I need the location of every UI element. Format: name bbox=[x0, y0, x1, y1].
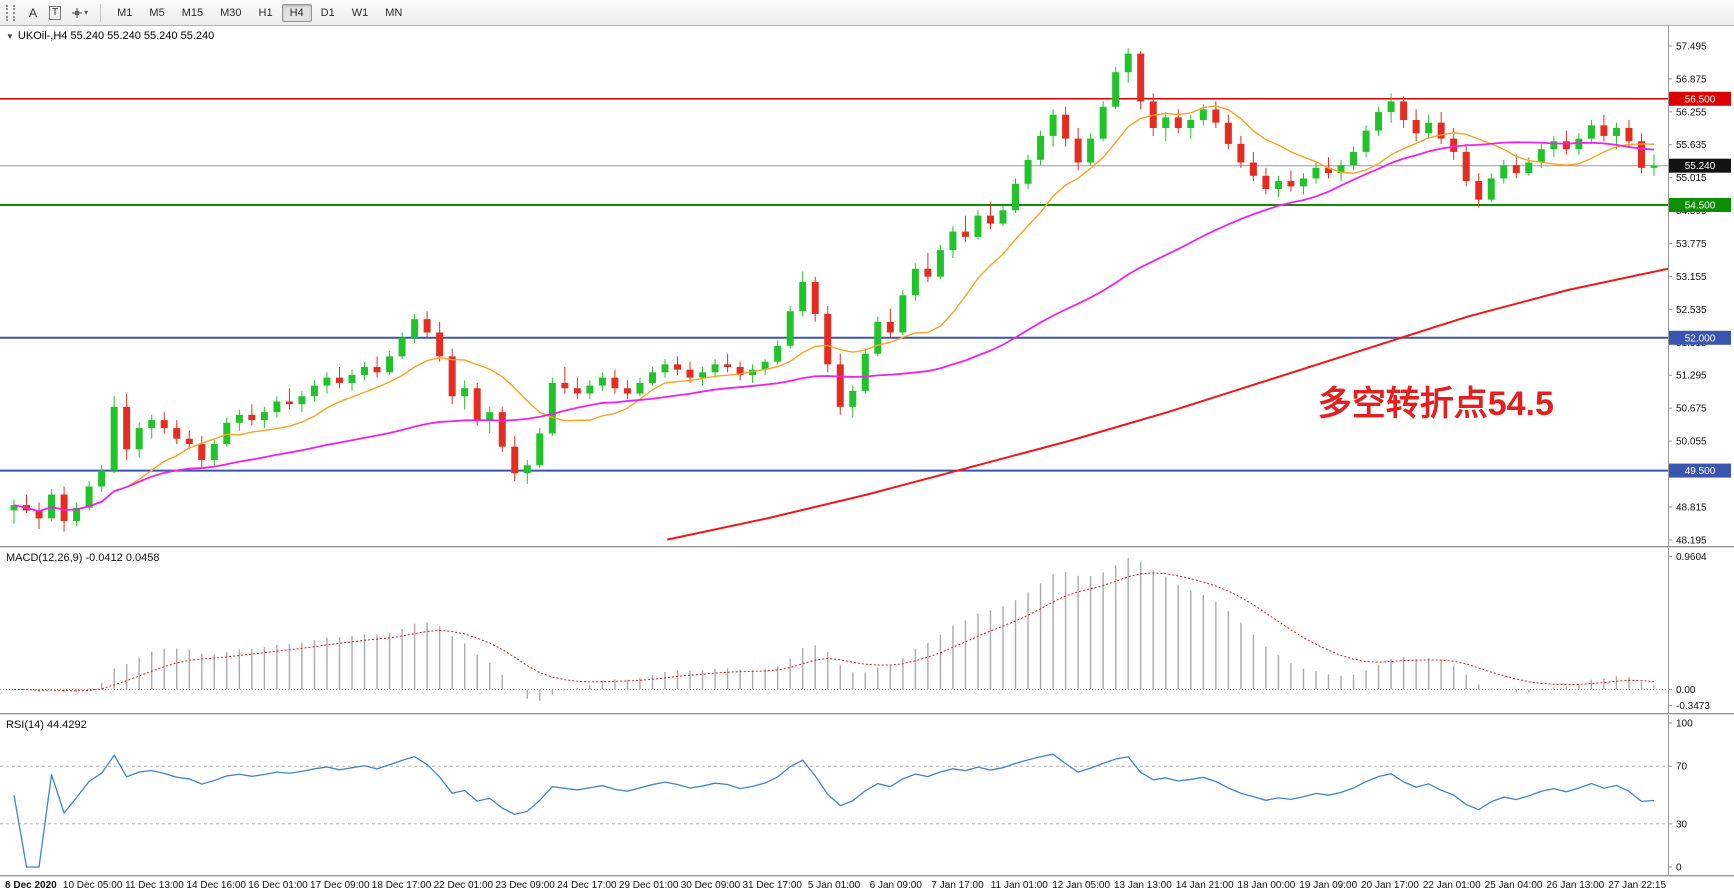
ma-mid-line[interactable] bbox=[13, 141, 1655, 513]
svg-text:50.055: 50.055 bbox=[1676, 437, 1707, 448]
chart-symbol-ohlc: ▼ UKOil-,H4 55.240 55.240 55.240 55.240 bbox=[6, 30, 214, 42]
time-axis-label: 20 Jan 17:00 bbox=[1361, 880, 1419, 891]
time-axis-label: 25 Jan 04:00 bbox=[1484, 880, 1543, 891]
timeframe-button-w1[interactable]: W1 bbox=[344, 4, 377, 22]
annotation-text[interactable]: 多空转折点54.5 bbox=[1318, 385, 1554, 423]
svg-text:0: 0 bbox=[1676, 863, 1682, 874]
time-axis-label: 14 Dec 16:00 bbox=[186, 880, 246, 891]
panel-separator[interactable] bbox=[0, 546, 1734, 548]
svg-text:53.775: 53.775 bbox=[1676, 239, 1707, 250]
letter-a-icon: A bbox=[28, 5, 37, 20]
time-axis-label: 5 Jan 01:00 bbox=[807, 880, 861, 891]
timeframe-button-m15[interactable]: M15 bbox=[174, 4, 211, 22]
svg-text:30: 30 bbox=[1676, 819, 1688, 830]
svg-text:52.000: 52.000 bbox=[1685, 333, 1716, 344]
time-axis-label: 11 Dec 13:00 bbox=[125, 880, 184, 891]
timeframe-button-mn[interactable]: MN bbox=[377, 4, 410, 22]
timeframe-button-h4[interactable]: H4 bbox=[281, 3, 312, 22]
insert-text-a-button[interactable]: A bbox=[23, 3, 43, 23]
svg-text:-0.3473: -0.3473 bbox=[1676, 701, 1710, 712]
symbol-ohlc-text: UKOil-,H4 55.240 55.240 55.240 55.240 bbox=[17, 30, 215, 42]
crosshair-icon bbox=[72, 7, 83, 18]
time-axis-label: 16 Dec 01:00 bbox=[248, 880, 308, 891]
letter-t-icon: T bbox=[49, 5, 62, 20]
panel-separator[interactable] bbox=[0, 713, 1734, 715]
time-axis-label: 24 Dec 17:00 bbox=[557, 880, 617, 891]
svg-text:51.295: 51.295 bbox=[1676, 371, 1707, 382]
macd-label: MACD(12,26,9) -0.0412 0.0458 bbox=[6, 552, 159, 564]
time-axis-label: 18 Jan 00:00 bbox=[1237, 880, 1296, 891]
main-chart-canvas[interactable]: 57.49556.87556.25555.63555.01554.39553.7… bbox=[0, 26, 1734, 546]
time-axis-label: 17 Dec 09:00 bbox=[310, 880, 370, 891]
svg-text:56.875: 56.875 bbox=[1676, 74, 1707, 85]
insert-text-label-button[interactable]: T bbox=[45, 3, 65, 23]
svg-text:55.635: 55.635 bbox=[1676, 140, 1707, 151]
time-axis-label: 13 Jan 13:00 bbox=[1113, 880, 1172, 891]
timeframe-button-d1[interactable]: D1 bbox=[313, 4, 343, 22]
time-axis-label: 31 Dec 17:00 bbox=[742, 880, 802, 891]
time-axis-label: 6 Jan 09:00 bbox=[869, 880, 922, 891]
top-toolbar: A T ▾ M1 M5 M15 M30 H1 H4 D1 W1 MN bbox=[0, 0, 1734, 26]
time-axis-label: 10 Dec 05:00 bbox=[62, 880, 123, 891]
time-axis-label: 26 Jan 13:00 bbox=[1546, 880, 1605, 891]
horizontal-lines-layer[interactable] bbox=[0, 98, 1668, 472]
svg-text:56.255: 56.255 bbox=[1676, 107, 1707, 118]
time-axis-label: 11 Jan 01:00 bbox=[990, 880, 1048, 891]
rsi-line bbox=[13, 753, 1655, 868]
timeframe-button-m1[interactable]: M1 bbox=[109, 4, 140, 22]
macd-histogram bbox=[25, 558, 1655, 701]
time-axis-label: 8 Dec 2020 bbox=[5, 880, 57, 891]
time-axis[interactable]: 8 Dec 2020 10 Dec 05:00 11 Dec 13:00 14 Dec… bbox=[0, 877, 1734, 896]
time-axis-label: 12 Jan 05:00 bbox=[1052, 880, 1111, 891]
svg-text:48.195: 48.195 bbox=[1676, 535, 1707, 546]
time-axis-label: 30 Dec 09:00 bbox=[680, 880, 741, 891]
time-axis-label: 7 Jan 17:00 bbox=[931, 880, 984, 891]
timeframe-button-group: M1 M5 M15 M30 H1 H4 D1 W1 MN bbox=[109, 3, 410, 22]
svg-text:50.675: 50.675 bbox=[1676, 404, 1707, 415]
time-axis-label: 23 Dec 09:00 bbox=[495, 880, 555, 891]
rsi-indicator-panel[interactable]: 100 70 30 0 RSI(14) 44.4292 bbox=[0, 715, 1734, 875]
svg-text:54.500: 54.500 bbox=[1685, 200, 1716, 211]
ma-fast-line[interactable] bbox=[13, 105, 1655, 513]
collapse-arrow-icon[interactable]: ▼ bbox=[6, 31, 14, 41]
timeframe-button-m30[interactable]: M30 bbox=[212, 4, 249, 22]
time-axis-label: 22 Dec 01:00 bbox=[433, 880, 494, 891]
svg-text:56.500: 56.500 bbox=[1685, 94, 1716, 105]
svg-text:0.00: 0.00 bbox=[1676, 685, 1696, 696]
price-axis[interactable]: 57.49556.87556.25555.63555.01554.39553.7… bbox=[1668, 26, 1731, 546]
time-axis-label: 18 Dec 17:00 bbox=[371, 880, 432, 891]
toolbar-separator bbox=[100, 3, 102, 22]
svg-text:48.815: 48.815 bbox=[1676, 502, 1707, 513]
svg-text:0.9604: 0.9604 bbox=[1676, 552, 1707, 563]
time-axis-label: 19 Jan 09:00 bbox=[1299, 880, 1358, 891]
svg-text:55.015: 55.015 bbox=[1676, 173, 1707, 184]
main-chart-panel: ▼ UKOil-,H4 55.240 55.240 55.240 55.240 … bbox=[0, 26, 1734, 546]
svg-text:57.495: 57.495 bbox=[1676, 41, 1707, 52]
svg-text:100: 100 bbox=[1676, 719, 1693, 730]
svg-text:53.155: 53.155 bbox=[1676, 272, 1707, 283]
timeframe-button-m5[interactable]: M5 bbox=[141, 4, 172, 22]
svg-text:70: 70 bbox=[1676, 762, 1688, 773]
panel-separator[interactable] bbox=[0, 875, 1734, 877]
toolbar-drag-handle[interactable] bbox=[6, 4, 15, 21]
time-axis-label: 27 Jan 22:15 bbox=[1608, 880, 1667, 891]
macd-signal-line bbox=[13, 572, 1655, 692]
svg-text:49.500: 49.500 bbox=[1685, 466, 1716, 477]
chevron-down-icon: ▾ bbox=[84, 8, 89, 17]
svg-text:55.240: 55.240 bbox=[1685, 161, 1716, 172]
time-axis-label: 22 Jan 01:00 bbox=[1422, 880, 1481, 891]
svg-text:52.535: 52.535 bbox=[1676, 305, 1707, 316]
time-axis-label: 14 Jan 21:00 bbox=[1175, 880, 1234, 891]
timeframe-button-h1[interactable]: H1 bbox=[251, 4, 281, 22]
macd-indicator-panel[interactable]: 0.9604 0.00 -0.3473 MACD(12,26,9) -0.0412 0… bbox=[0, 548, 1734, 713]
time-axis-label: 29 Dec 01:00 bbox=[618, 880, 679, 891]
rsi-label: RSI(14) 44.4292 bbox=[6, 719, 87, 731]
ma-slow-line[interactable] bbox=[666, 267, 1669, 541]
crosshair-tool-button[interactable]: ▾ bbox=[67, 3, 92, 23]
